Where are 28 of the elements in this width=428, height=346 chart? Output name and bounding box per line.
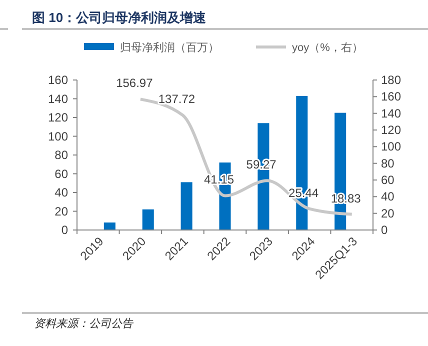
y2-tick-label: 40	[381, 190, 395, 204]
y-tick-label: 60	[54, 166, 68, 181]
y2-tick-label: 120	[381, 123, 402, 137]
legend-label: yoy（%，右）	[292, 42, 363, 54]
y-tick-label: 40	[54, 186, 68, 200]
y2-tick-label: 160	[381, 90, 402, 104]
y2-tick-label: 140	[381, 106, 402, 120]
y2-tick-label: 0	[381, 223, 388, 237]
text: 资料来源：公司公告	[34, 317, 134, 330]
y2-tick-label: 100	[381, 140, 402, 154]
y2-tick-label: 80	[381, 156, 395, 170]
y-tick-label: 20	[54, 204, 68, 218]
y-tick-label: 100	[48, 129, 68, 144]
data-label: 137.72	[158, 92, 196, 106]
y2-tick-label: 180	[381, 73, 402, 87]
bar	[142, 209, 154, 230]
y2-tick-label: 20	[381, 206, 395, 220]
y2-tick-label: 60	[381, 173, 395, 187]
legend-label: 归母净利润（百万）	[120, 41, 219, 54]
y-tick-label: 0	[61, 223, 68, 237]
y-tick-label: 80	[54, 148, 68, 162]
y-tick-label: 140	[48, 92, 68, 106]
y-tick-label: 120	[48, 110, 68, 124]
y-tick-label: 160	[48, 73, 68, 87]
bar	[104, 222, 116, 230]
data-label: 156.97	[116, 76, 154, 90]
chart-title: 图 10：公司归母净利润及增速	[32, 10, 208, 25]
bar	[180, 182, 192, 230]
